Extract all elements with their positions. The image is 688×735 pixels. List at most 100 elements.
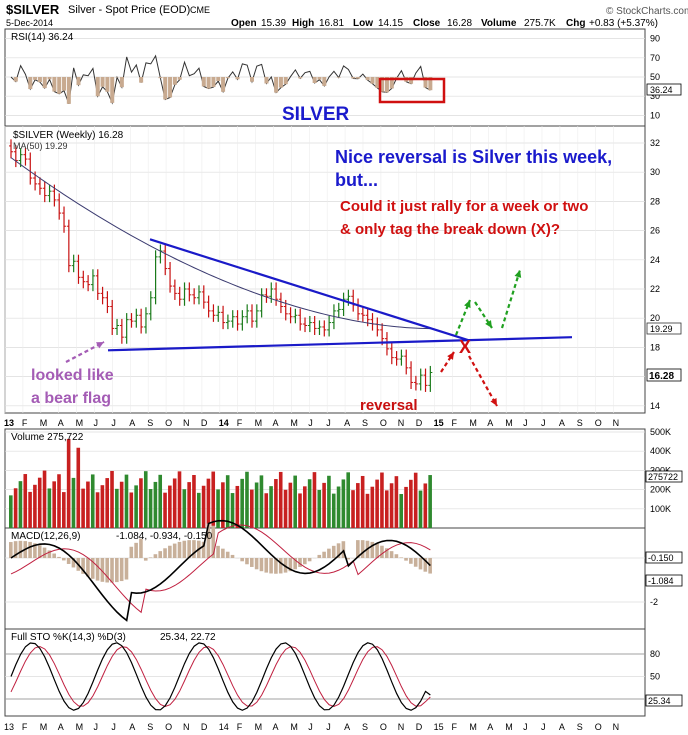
macd-hist-bar — [52, 553, 56, 558]
volume-bar — [163, 492, 167, 528]
macd-line — [10, 519, 431, 622]
macd-hist-bar — [95, 558, 100, 581]
month-axis-label: D — [201, 418, 208, 428]
green-arrow-up-head — [464, 300, 471, 308]
macd-hist-bar — [168, 545, 172, 558]
volume-bar — [317, 489, 322, 528]
volume-bar — [336, 486, 341, 528]
open-value: 15.39 — [261, 18, 286, 29]
high-value: 16.81 — [319, 18, 344, 29]
macd-hist-bar — [428, 558, 432, 574]
volume-bar — [9, 495, 13, 528]
sto-panel — [4, 628, 646, 717]
volume-bar — [81, 488, 85, 528]
red-arrow-down-head — [490, 398, 497, 406]
macd-signal-line — [10, 524, 431, 614]
volume-bar — [42, 470, 47, 528]
price-tick-label: 30 — [650, 167, 660, 177]
low-label: Low — [353, 18, 373, 29]
ma-legend: MA(50) 19.29 — [13, 141, 68, 151]
bear-flag-line1: looked like — [31, 367, 114, 384]
month-axis-label: M — [469, 418, 477, 428]
macd-hist-value: -0.150 — [648, 553, 674, 563]
volume-bar — [409, 479, 413, 528]
bottom-axis-label: M — [505, 722, 513, 732]
macd-hist-bar — [182, 540, 187, 558]
macd-hist-box — [645, 551, 683, 564]
macd-hist-bar — [250, 558, 254, 567]
month-axis-label: N — [613, 418, 620, 428]
rsi-tick-label: 10 — [650, 110, 660, 120]
macd-hist-bar — [409, 558, 413, 564]
volume-bar — [235, 485, 240, 528]
macd-hist-bar — [211, 525, 216, 558]
macd-hist-bar — [245, 558, 249, 565]
volume-bar — [124, 474, 129, 528]
macd-hist-bar — [283, 558, 288, 573]
bottom-axis-label: M — [255, 722, 263, 732]
chg-value: +0.83 (+5.37%) — [589, 18, 658, 29]
bottom-axis-label: A — [344, 722, 350, 732]
instrument-name: Silver - Spot Price (EOD) — [68, 4, 190, 16]
month-axis-label: J — [541, 418, 546, 428]
macd-hist-bar — [394, 554, 399, 558]
volume-bar — [225, 475, 230, 528]
volume-bar — [115, 488, 119, 528]
bottom-axis-label: 14 — [219, 722, 229, 732]
volume-tick-label: 500K — [650, 427, 671, 437]
volume-bar — [62, 492, 66, 528]
volume-value: 275.7K — [524, 18, 556, 29]
month-axis-label: F — [452, 418, 458, 428]
volume-bar — [230, 493, 235, 528]
macd-hist-bar — [115, 558, 119, 583]
bottom-axis-label: N — [398, 722, 405, 732]
sto-label: Full STO %K(14,3) %D(3) — [11, 632, 126, 643]
volume-bar — [254, 482, 259, 528]
macd-hist-bar — [153, 554, 158, 558]
month-axis-label: J — [326, 418, 331, 428]
macd-hist-bar — [331, 545, 336, 558]
rsi-value: 36.24 — [650, 85, 673, 95]
month-axis-label: A — [273, 418, 279, 428]
macd-hist-bar — [62, 558, 66, 561]
bottom-axis-label: A — [487, 722, 493, 732]
macd-hist-bar — [129, 546, 134, 558]
reversal-label: reversal — [360, 397, 418, 414]
month-axis-label: J — [308, 418, 313, 428]
rsi-label: RSI(14) 36.24 — [11, 32, 74, 43]
volume-bar — [307, 479, 312, 528]
price-tick-label: 20 — [650, 313, 660, 323]
macd-hist-bar — [201, 541, 206, 558]
month-axis-label: M — [255, 418, 263, 428]
month-axis-label: J — [523, 418, 528, 428]
bottom-axis-label: J — [94, 722, 99, 732]
bottom-axis-label: N — [613, 722, 620, 732]
volume-bar — [182, 489, 187, 528]
bottom-axis-label: A — [273, 722, 279, 732]
question-line2: & only tag the break down (X)? — [340, 221, 560, 238]
macd-hist-bar — [278, 558, 283, 574]
volume-bar — [365, 493, 370, 528]
bottom-axis-label: S — [147, 722, 153, 732]
macd-hist-bar — [225, 551, 230, 558]
macd-hist-bar — [264, 558, 269, 573]
month-axis-label: S — [147, 418, 153, 428]
volume-bar — [327, 475, 331, 528]
bottom-axis-label: J — [541, 722, 546, 732]
month-axis-label: O — [165, 418, 172, 428]
month-axis-label: A — [487, 418, 493, 428]
month-axis-label: A — [344, 418, 350, 428]
volume-bar — [269, 486, 273, 528]
macd-hist-bar — [346, 558, 350, 560]
macd-hist-bar — [322, 551, 326, 558]
month-axis-label: O — [380, 418, 387, 428]
volume-bar — [259, 475, 264, 528]
volume-bar — [399, 494, 404, 528]
macd-hist-bar — [413, 558, 418, 567]
volume-bar — [71, 477, 76, 528]
volume-bar — [250, 489, 254, 528]
macd-label: MACD(12,26,9) — [11, 531, 80, 542]
green-arrow-dip-head — [485, 320, 492, 328]
volume-bar — [264, 493, 269, 528]
volume-bar — [375, 479, 379, 528]
